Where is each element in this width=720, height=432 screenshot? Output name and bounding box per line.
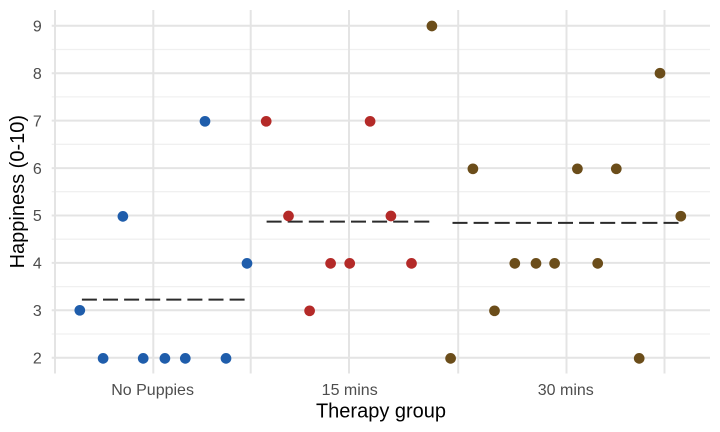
svg-text:Therapy group: Therapy group	[316, 401, 446, 423]
svg-text:6: 6	[33, 161, 42, 178]
svg-text:7: 7	[33, 113, 42, 130]
svg-text:2: 2	[33, 350, 42, 367]
svg-text:Happiness (0-10): Happiness (0-10)	[7, 115, 29, 268]
svg-text:30 mins: 30 mins	[538, 382, 594, 399]
svg-text:4: 4	[33, 256, 42, 273]
svg-text:8: 8	[33, 66, 42, 83]
svg-text:3: 3	[33, 303, 42, 320]
svg-text:No Puppies: No Puppies	[111, 382, 194, 399]
svg-text:5: 5	[33, 208, 42, 225]
svg-text:9: 9	[33, 19, 42, 36]
svg-text:15 mins: 15 mins	[322, 382, 378, 399]
